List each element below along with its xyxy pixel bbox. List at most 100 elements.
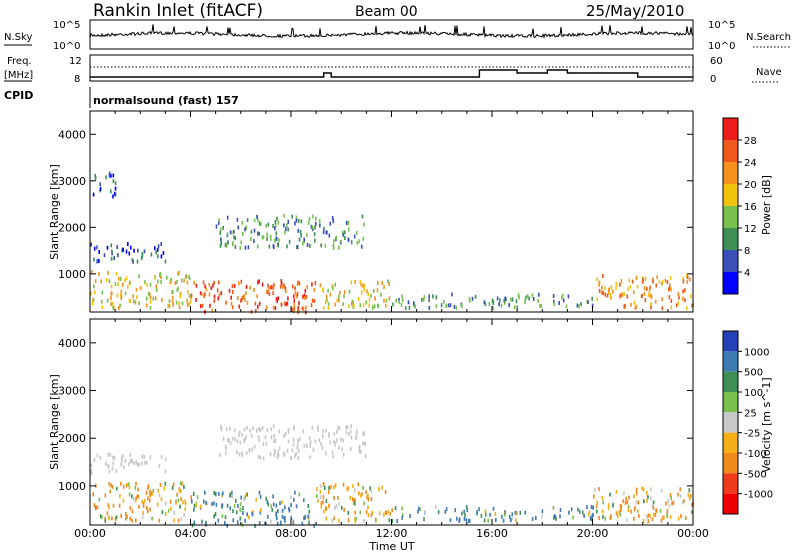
echo-cell: [231, 436, 234, 441]
echo-cell: [136, 259, 139, 264]
echo-cell: [331, 216, 334, 220]
echo-cell: [327, 288, 329, 293]
echo-cell: [106, 298, 109, 303]
beam-title: Beam 00: [355, 4, 418, 20]
colorbar-swatch: [723, 140, 738, 162]
echo-cell: [257, 455, 260, 459]
echo-cell: [255, 308, 257, 313]
echo-cell: [121, 458, 123, 463]
echo-cell: [326, 298, 328, 303]
colorbar-swatch: [723, 162, 738, 184]
echo-cell: [624, 500, 627, 505]
freq-tick-top: 12: [69, 56, 82, 67]
freq-panel-frame: [89, 54, 694, 82]
echo-cell: [471, 296, 474, 301]
echo-cell: [226, 232, 229, 237]
echo-cell: [496, 296, 499, 301]
echo-cell: [392, 302, 394, 307]
echo-cell: [268, 291, 271, 296]
echo-cell: [239, 516, 242, 521]
echo-cell: [508, 303, 510, 308]
echo-cell: [129, 299, 132, 303]
echo-cell: [146, 282, 148, 287]
echo-cell: [333, 516, 335, 521]
echo-cell: [407, 300, 410, 305]
echo-cell: [164, 469, 167, 474]
echo-cell: [224, 242, 227, 247]
echo-cell: [167, 508, 170, 513]
echo-cell: [110, 243, 113, 248]
echo-cell: [423, 295, 426, 300]
echo-cell: [298, 301, 300, 306]
echo-cell: [108, 516, 110, 521]
echo-cell: [684, 288, 686, 293]
echo-cell: [644, 298, 647, 303]
echo-cell: [176, 492, 178, 497]
echo-cell: [170, 277, 172, 282]
echo-cell: [317, 498, 319, 503]
colorbar-frame: [722, 330, 739, 515]
echo-cell: [348, 304, 350, 309]
echo-cell: [230, 295, 232, 300]
echo-cell: [562, 298, 565, 303]
echo-cell: [591, 516, 593, 521]
echo-cell: [295, 215, 298, 220]
echo-cell: [332, 439, 335, 444]
echo-cell: [682, 500, 684, 505]
echo-cell: [624, 303, 626, 308]
echo-cell: [134, 300, 137, 305]
echo-cell: [173, 511, 175, 515]
echo-cell: [220, 237, 222, 242]
echo-cell: [348, 432, 350, 436]
echo-cell: [229, 441, 232, 445]
echo-cell: [679, 487, 682, 492]
echo-cell: [684, 298, 686, 303]
echo-cell: [349, 495, 352, 500]
echo-cell: [610, 295, 612, 300]
velocity-echoes: [90, 424, 695, 528]
echo-cell: [159, 272, 162, 276]
echo-cell: [310, 224, 313, 229]
echo-cell: [383, 512, 385, 517]
echo-cell: [294, 290, 297, 295]
echo-cell: [258, 279, 260, 284]
echo-cell: [158, 463, 161, 468]
colorbar-swatch: [723, 118, 738, 140]
echo-cell: [173, 518, 175, 523]
echo-cell: [151, 491, 154, 496]
echo-cell: [612, 289, 614, 294]
echo-cell: [155, 250, 157, 255]
echo-cell: [145, 506, 148, 510]
velocity-ylabel: Slant Range [km]: [48, 374, 61, 470]
echo-cell: [524, 296, 527, 301]
echo-cell: [626, 294, 629, 299]
echo-cell: [255, 497, 257, 502]
echo-cell: [622, 499, 624, 504]
echo-cell: [292, 309, 295, 314]
echo-cell: [620, 504, 623, 509]
echo-cell: [290, 495, 292, 500]
echo-cell: [358, 444, 361, 449]
echo-cell: [135, 460, 137, 465]
echo-cell: [254, 524, 256, 528]
echo-cell: [669, 283, 671, 288]
nave-tick-bottom: 0: [710, 74, 716, 85]
echo-cell: [296, 291, 299, 296]
echo-cell: [151, 516, 153, 521]
echo-cell: [270, 504, 272, 509]
echo-cell: [149, 306, 152, 310]
power-panel-frame: [89, 110, 694, 313]
echo-cell: [435, 304, 438, 309]
echo-cell: [93, 503, 96, 508]
echo-cell: [691, 510, 693, 515]
echo-cell: [220, 227, 222, 232]
echo-cell: [208, 282, 211, 287]
echo-cell: [332, 219, 335, 224]
echo-cell: [325, 506, 328, 511]
echo-cell: [117, 282, 119, 287]
echo-cell: [361, 214, 364, 219]
echo-cell: [222, 436, 225, 441]
echo-cell: [274, 220, 277, 225]
echo-cell: [308, 509, 311, 514]
echo-cell: [268, 244, 271, 249]
